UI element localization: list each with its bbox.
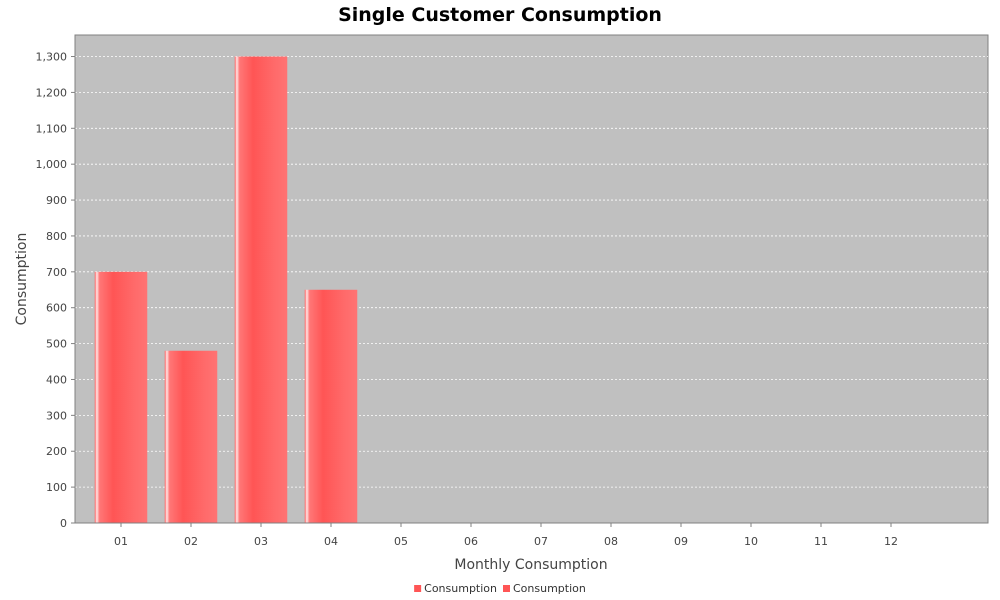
y-tick-label: 700 <box>46 266 67 279</box>
y-tick-label: 0 <box>60 517 67 530</box>
y-tick-label: 600 <box>46 302 67 315</box>
x-tick-label: 03 <box>254 535 268 548</box>
x-tick-label: 10 <box>744 535 758 548</box>
x-tick-label: 04 <box>324 535 338 548</box>
x-tick-label: 07 <box>534 535 548 548</box>
y-tick-label: 200 <box>46 445 67 458</box>
x-axis-ticks: 01 02 03 04 05 06 07 08 09 10 11 12 <box>114 523 898 548</box>
y-tick-label: 400 <box>46 373 67 386</box>
y-tick-label: 300 <box>46 409 67 422</box>
plot-area <box>74 34 989 524</box>
chart-title: Single Customer Consumption <box>338 4 662 26</box>
x-tick-label: 11 <box>814 535 828 548</box>
y-tick-label: 100 <box>46 481 67 494</box>
x-axis-label: Monthly Consumption <box>454 557 607 573</box>
legend-entry: Consumption <box>424 582 497 595</box>
x-tick-label: 02 <box>184 535 198 548</box>
x-tick-label: 06 <box>464 535 478 548</box>
y-tick-label: 1,200 <box>36 86 68 99</box>
bar <box>234 56 288 523</box>
x-tick-label: 09 <box>674 535 688 548</box>
legend-entry: Consumption <box>513 582 586 595</box>
y-tick-label: 1,100 <box>36 122 68 135</box>
bar <box>94 271 148 523</box>
y-tick-label: 1,300 <box>36 51 68 64</box>
y-tick-label: 800 <box>46 230 67 243</box>
x-tick-label: 08 <box>604 535 618 548</box>
legend-swatch <box>503 585 510 592</box>
axes <box>74 35 988 524</box>
y-axis-ticks: 0 100 200 300 400 500 600 700 800 900 1,000 1,100 1,… <box>36 51 75 530</box>
bar <box>164 350 218 523</box>
y-tick-label: 900 <box>46 194 67 207</box>
y-axis-label: Consumption <box>14 233 30 326</box>
bar <box>304 289 358 523</box>
legend: Consumption Consumption <box>414 582 586 595</box>
bars <box>94 56 358 523</box>
y-tick-label: 1,000 <box>36 158 68 171</box>
x-tick-label: 01 <box>114 535 128 548</box>
y-tick-label: 500 <box>46 338 67 351</box>
gridlines <box>75 56 988 488</box>
legend-swatch <box>414 585 422 592</box>
x-tick-label: 05 <box>394 535 408 548</box>
x-tick-label: 12 <box>884 535 898 548</box>
